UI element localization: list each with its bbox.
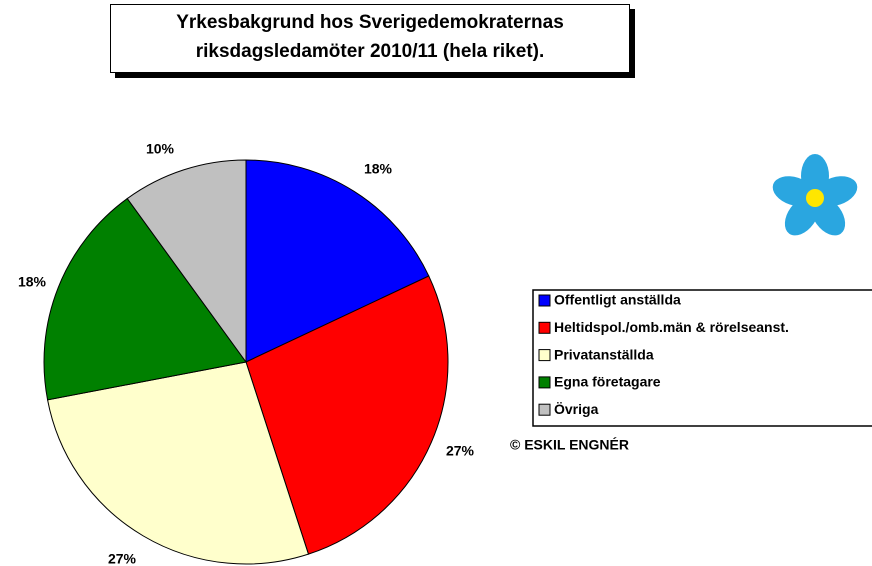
data-label: 27% — [108, 551, 137, 566]
logo-flower — [772, 154, 858, 236]
chart-title: Yrkesbakgrund hos Sverigedemokraternas r… — [110, 4, 630, 73]
legend-swatch — [538, 376, 551, 389]
legend-box — [532, 289, 872, 427]
legend-swatch — [538, 349, 551, 362]
pie-slice — [46, 361, 310, 565]
legend-label: Egna företagare — [554, 374, 661, 390]
pie-slice — [245, 159, 430, 363]
data-label: 18% — [18, 274, 47, 290]
legend-label: Privatanställda — [554, 346, 654, 362]
pie-slice — [245, 275, 449, 555]
legend-label: Övriga — [554, 401, 599, 417]
copyright: © ESKIL ENGNÉR — [510, 437, 629, 453]
legend-swatch — [538, 294, 551, 307]
data-label: 18% — [364, 161, 393, 177]
pie-slice — [126, 159, 247, 364]
legend-label: Heltidspol./omb.män & rörelseanst. — [554, 319, 789, 335]
pie-slice — [43, 197, 247, 401]
legend-swatch — [538, 403, 551, 416]
legend-label: Offentligt anställda — [554, 292, 681, 308]
data-label: 27% — [446, 443, 475, 459]
data-label: 10% — [146, 141, 175, 157]
legend-swatch — [538, 321, 551, 334]
